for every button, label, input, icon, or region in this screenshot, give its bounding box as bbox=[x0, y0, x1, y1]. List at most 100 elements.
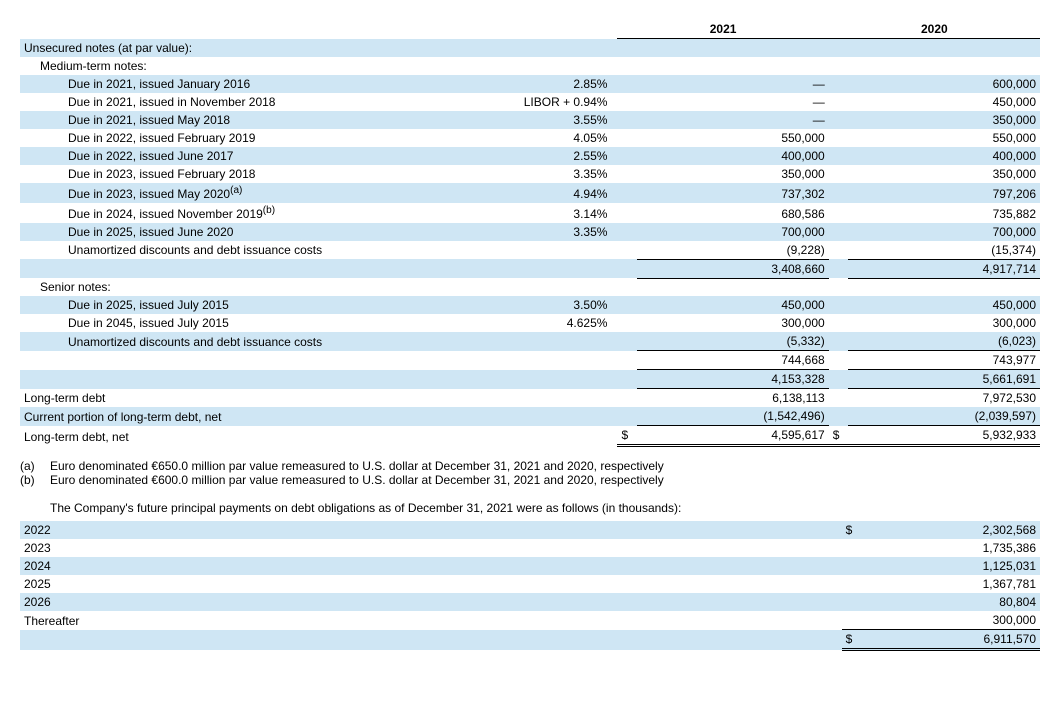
col-year-1: 2021 bbox=[617, 20, 828, 39]
cell bbox=[829, 389, 848, 408]
cell bbox=[829, 129, 848, 147]
table-row: Due in 2025, issued June 20203.35%700,00… bbox=[20, 223, 1040, 241]
line-label: Current portion of long-term debt, net bbox=[20, 407, 468, 426]
cell bbox=[617, 147, 636, 165]
payment-value: 1,125,031 bbox=[860, 557, 1040, 575]
value-2020: 450,000 bbox=[848, 93, 1040, 111]
note-rate: 4.05% bbox=[468, 129, 617, 147]
table-row: Thereafter300,000 bbox=[20, 611, 1040, 630]
payment-year: 2022 bbox=[20, 521, 842, 539]
total-row: 4,153,3285,661,691 bbox=[20, 370, 1040, 389]
currency-symbol: $ bbox=[842, 521, 860, 539]
payment-value: 300,000 bbox=[860, 611, 1040, 630]
value-2020: 700,000 bbox=[848, 223, 1040, 241]
cell bbox=[468, 332, 617, 351]
footnote-b: (b) Euro denominated €600.0 million par … bbox=[20, 473, 1040, 487]
note-rate: 3.50% bbox=[468, 296, 617, 314]
footnote-a: (a) Euro denominated €650.0 million par … bbox=[20, 459, 1040, 473]
cell bbox=[20, 630, 842, 650]
value-2021: 350,000 bbox=[637, 165, 829, 183]
cell bbox=[848, 39, 1040, 57]
value-2020: 7,972,530 bbox=[848, 389, 1040, 408]
payment-value: 2,302,568 bbox=[860, 521, 1040, 539]
value-2021: — bbox=[637, 75, 829, 93]
grand-total-2020: 5,932,933 bbox=[848, 426, 1040, 446]
payments-total: 6,911,570 bbox=[860, 630, 1040, 650]
value-2021: (1,542,496) bbox=[637, 407, 829, 426]
cell bbox=[468, 259, 617, 278]
value-2021: 737,302 bbox=[637, 183, 829, 203]
note-label: Due in 2045, issued July 2015 bbox=[20, 314, 468, 332]
cell bbox=[617, 39, 636, 57]
cell bbox=[829, 296, 848, 314]
section-header: Senior notes: bbox=[20, 278, 468, 296]
total-2020: 5,661,691 bbox=[848, 370, 1040, 389]
cell bbox=[829, 111, 848, 129]
table-row: Due in 2045, issued July 20154.625%300,0… bbox=[20, 314, 1040, 332]
currency-symbol bbox=[842, 593, 860, 611]
cell bbox=[637, 278, 829, 296]
cell bbox=[468, 39, 617, 57]
currency-symbol bbox=[842, 557, 860, 575]
currency-symbol: $ bbox=[829, 426, 848, 446]
note-label: Due in 2025, issued June 2020 bbox=[20, 223, 468, 241]
cell bbox=[617, 351, 636, 370]
table-row: Due in 2022, issued June 20172.55%400,00… bbox=[20, 147, 1040, 165]
cell bbox=[829, 57, 848, 75]
cell bbox=[617, 241, 636, 260]
value-2021: 450,000 bbox=[637, 296, 829, 314]
table-row: Due in 2024, issued November 2019(b)3.14… bbox=[20, 203, 1040, 223]
cell bbox=[468, 370, 617, 389]
grand-total-2021: 4,595,617 bbox=[637, 426, 829, 446]
payment-year: 2023 bbox=[20, 539, 842, 557]
value-2020: 350,000 bbox=[848, 165, 1040, 183]
cell bbox=[617, 314, 636, 332]
note-label: Unamortized discounts and debt issuance … bbox=[20, 241, 468, 260]
cell bbox=[617, 203, 636, 223]
currency-symbol: $ bbox=[842, 630, 860, 650]
subtotal-row: 3,408,6604,917,714 bbox=[20, 259, 1040, 278]
cell bbox=[617, 296, 636, 314]
note-rate: LIBOR + 0.94% bbox=[468, 93, 617, 111]
note-label: Due in 2023, issued February 2018 bbox=[20, 165, 468, 183]
currency-symbol: $ bbox=[617, 426, 636, 446]
table-row: Due in 2021, issued January 20162.85%—60… bbox=[20, 75, 1040, 93]
value-2020: 300,000 bbox=[848, 314, 1040, 332]
note-label: Unamortized discounts and debt issuance … bbox=[20, 332, 468, 351]
subtotal-2021: 744,668 bbox=[637, 351, 829, 370]
value-2021: 6,138,113 bbox=[637, 389, 829, 408]
footnote-tag: (b) bbox=[20, 473, 50, 487]
cell bbox=[617, 75, 636, 93]
cell bbox=[617, 93, 636, 111]
table-row: 20251,367,781 bbox=[20, 575, 1040, 593]
cell bbox=[617, 183, 636, 203]
cell bbox=[829, 75, 848, 93]
cell bbox=[848, 57, 1040, 75]
table-row: Due in 2023, issued May 2020(a)4.94%737,… bbox=[20, 183, 1040, 203]
table-row: Unamortized discounts and debt issuance … bbox=[20, 332, 1040, 351]
section-row: Medium-term notes: bbox=[20, 57, 1040, 75]
cell bbox=[617, 407, 636, 426]
cell bbox=[20, 259, 468, 278]
note-label: Due in 2021, issued May 2018 bbox=[20, 111, 468, 129]
payments-intro: The Company's future principal payments … bbox=[20, 501, 1039, 515]
cell bbox=[468, 389, 617, 408]
cell bbox=[829, 183, 848, 203]
section-header: Unsecured notes (at par value): bbox=[20, 39, 468, 57]
section-header: Medium-term notes: bbox=[20, 57, 468, 75]
cell bbox=[468, 407, 617, 426]
note-rate: 3.14% bbox=[468, 203, 617, 223]
note-rate: 2.85% bbox=[468, 75, 617, 93]
value-2021: 680,586 bbox=[637, 203, 829, 223]
total-row: $6,911,570 bbox=[20, 630, 1040, 650]
note-rate: 3.35% bbox=[468, 165, 617, 183]
footnote-text: Euro denominated €650.0 million par valu… bbox=[50, 459, 664, 473]
table-row: 202680,804 bbox=[20, 593, 1040, 611]
value-2020: 350,000 bbox=[848, 111, 1040, 129]
table-row: Due in 2022, issued February 20194.05%55… bbox=[20, 129, 1040, 147]
note-label: Due in 2021, issued in November 2018 bbox=[20, 93, 468, 111]
cell bbox=[829, 332, 848, 351]
note-label: Due in 2024, issued November 2019(b) bbox=[20, 203, 468, 223]
payment-year: 2026 bbox=[20, 593, 842, 611]
note-label: Due in 2021, issued January 2016 bbox=[20, 75, 468, 93]
